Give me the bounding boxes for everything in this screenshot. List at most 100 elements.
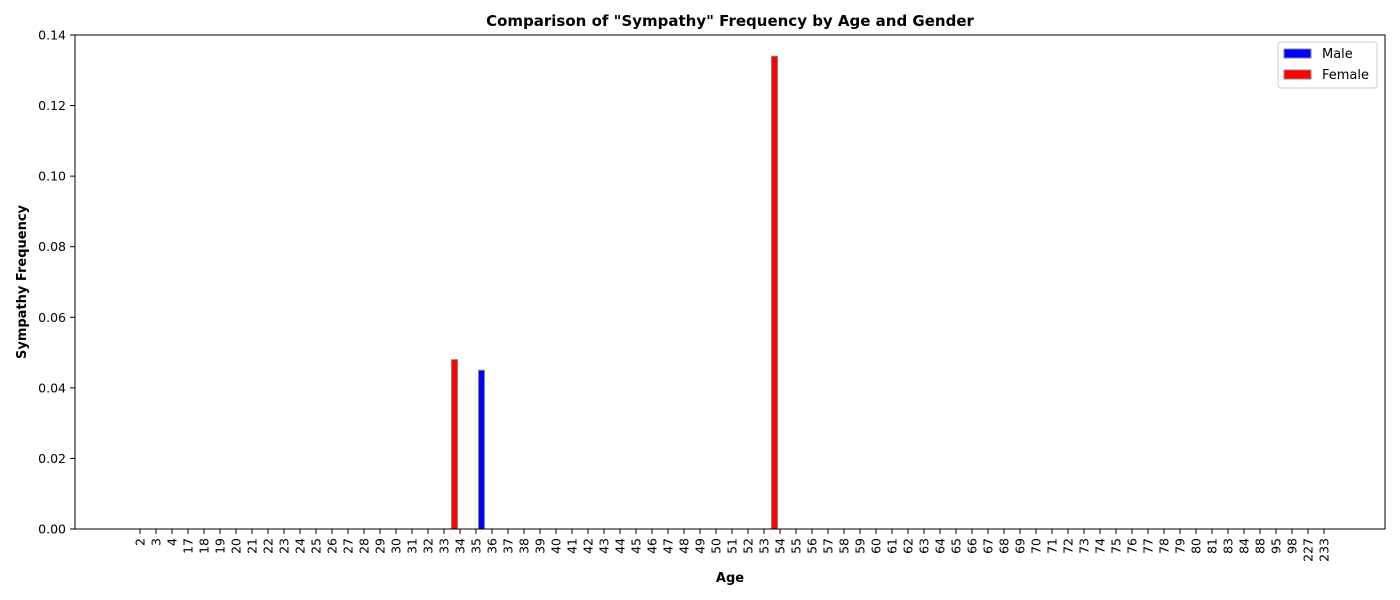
x-tick-label: 19 bbox=[213, 538, 228, 554]
x-tick-label: 64 bbox=[933, 538, 948, 554]
x-tick-label: 81 bbox=[1205, 538, 1220, 554]
y-tick-label: 0.04 bbox=[38, 380, 66, 395]
y-tick-label: 0.06 bbox=[38, 310, 66, 325]
x-tick-label: 31 bbox=[405, 538, 420, 554]
x-tick-label: 80 bbox=[1189, 538, 1204, 554]
x-tick-label: 48 bbox=[677, 538, 692, 554]
x-tick-label: 73 bbox=[1077, 538, 1092, 554]
legend-label-female: Female bbox=[1322, 68, 1369, 83]
bar-male-age-35 bbox=[478, 369, 485, 530]
x-tick-label: 67 bbox=[981, 538, 996, 554]
x-tick-label: 38 bbox=[517, 538, 532, 554]
plot-area-frame bbox=[74, 34, 1386, 530]
x-tick-label: 75 bbox=[1109, 538, 1124, 554]
x-tick-label: 83 bbox=[1221, 538, 1236, 554]
legend-swatch-female bbox=[1283, 69, 1312, 80]
x-tick-label: 79 bbox=[1173, 538, 1188, 554]
x-tick-label: 49 bbox=[693, 538, 708, 554]
x-tick-label: 32 bbox=[421, 538, 436, 554]
x-tick-label: 233 bbox=[1317, 538, 1332, 562]
x-tick-label: 57 bbox=[821, 538, 836, 554]
x-tick-label: 2 bbox=[133, 538, 148, 546]
x-tick-label: 47 bbox=[661, 538, 676, 554]
x-tick-label: 22 bbox=[261, 538, 276, 554]
y-tick-label: 0.12 bbox=[38, 98, 66, 113]
x-tick-label: 51 bbox=[725, 538, 740, 554]
legend-swatch-male bbox=[1283, 48, 1312, 59]
legend: Male Female bbox=[1277, 41, 1378, 89]
x-tick-label: 21 bbox=[245, 538, 260, 554]
x-tick-label: 62 bbox=[901, 538, 916, 554]
y-axis-ticks: 0.00 0.02 0.04 0.06 0.08 0.10 0.12 0.14 bbox=[38, 28, 75, 537]
chart-title: Comparison of "Sympathy" Frequency by Ag… bbox=[486, 12, 974, 30]
x-tick-label: 3 bbox=[149, 538, 164, 546]
x-tick-label: 72 bbox=[1061, 538, 1076, 554]
x-tick-label: 69 bbox=[1013, 538, 1028, 554]
x-tick-label: 56 bbox=[805, 538, 820, 554]
x-tick-label: 40 bbox=[549, 538, 564, 554]
x-tick-label: 34 bbox=[453, 538, 468, 554]
x-tick-label: 55 bbox=[789, 538, 804, 554]
x-tick-label: 46 bbox=[645, 538, 660, 554]
x-tick-label: 58 bbox=[837, 538, 852, 554]
x-tick-label: 98 bbox=[1285, 538, 1300, 554]
x-tick-label: 41 bbox=[565, 538, 580, 554]
x-tick-label: 54 bbox=[773, 538, 788, 554]
y-tick-label: 0.14 bbox=[38, 28, 66, 43]
x-tick-label: 43 bbox=[597, 538, 612, 554]
x-tick-label: 61 bbox=[885, 538, 900, 554]
x-axis-label: Age bbox=[716, 571, 744, 586]
bar-female-age-54 bbox=[771, 55, 778, 530]
x-tick-label: 28 bbox=[357, 538, 372, 554]
x-tick-label: 53 bbox=[757, 538, 772, 554]
x-tick-label: 39 bbox=[533, 538, 548, 554]
y-tick-label: 0.08 bbox=[38, 239, 66, 254]
x-tick-label: 20 bbox=[229, 538, 244, 554]
x-tick-label: 70 bbox=[1029, 538, 1044, 554]
x-tick-label: 95 bbox=[1269, 538, 1284, 554]
x-tick-label: 66 bbox=[965, 538, 980, 554]
x-tick-label: 26 bbox=[325, 538, 340, 554]
x-tick-label: 76 bbox=[1125, 538, 1140, 554]
y-tick-label: 0.02 bbox=[38, 451, 66, 466]
x-tick-label: 25 bbox=[309, 538, 324, 554]
x-tick-label: 33 bbox=[437, 538, 452, 554]
x-tick-label: 4 bbox=[165, 538, 180, 546]
x-tick-label: 30 bbox=[389, 538, 404, 554]
x-tick-label: 227 bbox=[1301, 538, 1316, 562]
bar-female-age-34 bbox=[451, 359, 458, 530]
x-tick-label: 50 bbox=[709, 538, 724, 554]
x-tick-label: 74 bbox=[1093, 538, 1108, 554]
x-tick-label: 71 bbox=[1045, 538, 1060, 554]
x-tick-label: 42 bbox=[581, 538, 596, 554]
x-tick-label: 36 bbox=[485, 538, 500, 554]
x-tick-label: 18 bbox=[197, 538, 212, 554]
x-tick-label: 23 bbox=[277, 538, 292, 554]
y-tick-label: 0.10 bbox=[38, 169, 66, 184]
legend-label-male: Male bbox=[1322, 47, 1353, 62]
x-tick-label: 24 bbox=[293, 538, 308, 554]
x-axis-ticks: 2 3 4 17 18 19 20 21 22 23 24 25 26 27 28 29 30 31 32 33 34 3… bbox=[133, 529, 1332, 562]
x-tick-label: 65 bbox=[949, 538, 964, 554]
x-tick-label: 17 bbox=[181, 538, 196, 554]
x-tick-label: 60 bbox=[869, 538, 884, 554]
bars bbox=[451, 55, 778, 530]
x-tick-label: 35 bbox=[469, 538, 484, 554]
y-axis-label: Sympathy Frequency bbox=[15, 204, 30, 359]
x-tick-label: 88 bbox=[1253, 538, 1268, 554]
x-tick-label: 68 bbox=[997, 538, 1012, 554]
x-tick-label: 78 bbox=[1157, 538, 1172, 554]
x-tick-label: 44 bbox=[613, 538, 628, 554]
x-tick-label: 59 bbox=[853, 538, 868, 554]
x-tick-label: 29 bbox=[373, 538, 388, 554]
x-tick-label: 77 bbox=[1141, 538, 1156, 554]
x-tick-label: 27 bbox=[341, 538, 356, 554]
x-tick-label: 45 bbox=[629, 538, 644, 554]
x-tick-label: 84 bbox=[1237, 538, 1252, 554]
y-tick-label: 0.00 bbox=[38, 522, 66, 537]
x-tick-label: 52 bbox=[741, 538, 756, 554]
x-tick-label: 63 bbox=[917, 538, 932, 554]
x-tick-label: 37 bbox=[501, 538, 516, 554]
